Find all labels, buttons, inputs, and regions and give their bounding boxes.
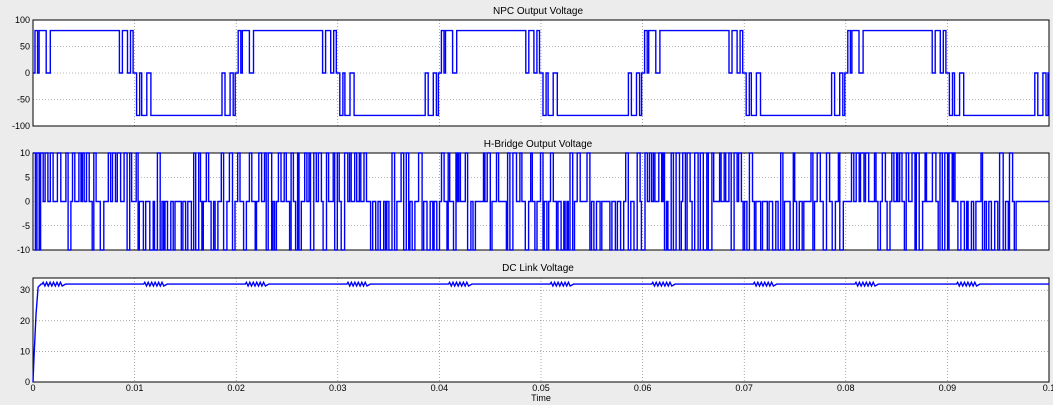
y-tick-label: 10	[20, 346, 30, 356]
x-tick-label: 0.08	[837, 383, 855, 393]
hbridge-plot-area: 10 5 0 -5 -10	[17, 148, 1049, 255]
y-tick-label: 5	[25, 172, 30, 182]
npc-title: NPC Output Voltage	[493, 6, 583, 17]
x-tick-label: 0	[30, 383, 35, 393]
y-tick-label: 0	[25, 197, 30, 207]
npc-plot-area: 100 50 0 -50 -100	[12, 15, 1049, 131]
series-line	[33, 29, 1049, 117]
dclink-title: DC Link Voltage	[502, 263, 574, 274]
npc-panel: NPC Output Voltage 100 50 0 -50 -100	[12, 6, 1050, 131]
y-tick-label: -5	[22, 221, 30, 231]
x-tick-label: 0.1	[1043, 383, 1053, 393]
x-tick-label: 0.01	[126, 383, 144, 393]
dclink-plot-area: 30 20 10 0	[20, 278, 1049, 387]
y-tick-label: -100	[12, 121, 30, 131]
y-tick-label: 10	[20, 148, 30, 158]
x-axis-label: Time	[531, 393, 551, 403]
y-tick-label: 20	[20, 316, 30, 326]
y-tick-label: 50	[20, 42, 30, 52]
x-tick-label: 0.07	[735, 383, 753, 393]
dclink-panel: DC Link Voltage 30 20 10 0	[20, 263, 1050, 387]
series-line	[32, 280, 1049, 383]
y-tick-label: 0	[25, 68, 30, 78]
y-tick-label: -50	[17, 95, 30, 105]
x-tick-label: 0.02	[227, 383, 245, 393]
y-tick-label: -10	[17, 245, 30, 255]
x-tick-label: 0.03	[329, 383, 347, 393]
x-tick-label: 0.04	[431, 383, 449, 393]
y-tick-label: 100	[15, 15, 30, 25]
hbridge-title: H-Bridge Output Voltage	[484, 139, 593, 150]
x-tick-label: 0.06	[634, 383, 652, 393]
y-tick-label: 0	[25, 377, 30, 387]
x-tick-label: 0.05	[532, 383, 550, 393]
x-tick-label: 0.09	[939, 383, 957, 393]
x-tick-labels: 0 0.01 0.02 0.03 0.04 0.05 0.06 0.07 0.08 0.09 0.1	[30, 383, 1053, 393]
hbridge-panel: H-Bridge Output Voltage 10 5 0 -5 -10	[17, 139, 1050, 255]
y-tick-label: 30	[20, 285, 30, 295]
series-line	[33, 152, 1049, 251]
